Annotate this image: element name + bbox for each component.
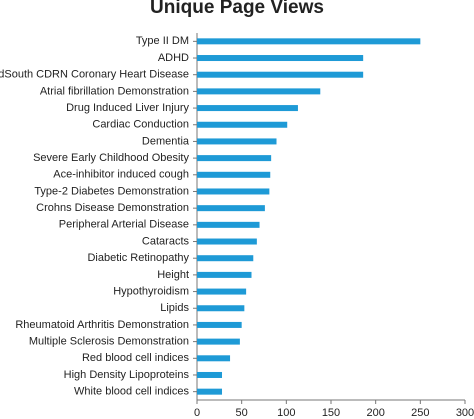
y-tick-label: MidSouth CDRN Coronary Heart Disease <box>0 69 189 81</box>
y-tick-label: Height <box>157 269 189 281</box>
y-tick-label: Drug Induced Liver Injury <box>66 102 189 114</box>
bar <box>197 288 247 295</box>
bar <box>197 105 298 112</box>
bar <box>197 71 364 78</box>
bar <box>197 171 271 178</box>
x-tick-label: 300 <box>456 407 474 419</box>
x-tick-label: 250 <box>411 407 429 419</box>
bar <box>197 88 321 95</box>
bar <box>197 188 270 195</box>
y-tick-label: Hypothyroidism <box>113 285 189 297</box>
y-tick-label: Peripheral Arterial Disease <box>59 219 189 231</box>
bar <box>197 121 288 128</box>
y-tick-label: Ace-inhibitor induced cough <box>53 169 189 181</box>
y-tick-label: Type II DM <box>136 35 189 47</box>
bar <box>197 255 254 262</box>
y-tick-label: Multiple Sclerosis Demonstration <box>29 336 189 348</box>
y-tick-label: Type-2 Diabetes Demonstration <box>34 185 189 197</box>
y-tick-label: White blood cell indices <box>74 386 189 398</box>
y-tick-label: Rheumatoid Arthritis Demonstration <box>15 319 189 331</box>
y-tick-label: High Density Lipoproteins <box>64 369 190 381</box>
x-tick-label: 100 <box>277 407 295 419</box>
bar <box>197 355 231 362</box>
bar <box>197 321 242 328</box>
bar <box>197 55 364 62</box>
bar <box>197 38 421 45</box>
bar <box>197 305 245 312</box>
x-tick-label: 200 <box>366 407 384 419</box>
y-tick-label: Cataracts <box>142 235 190 247</box>
bar <box>197 221 260 228</box>
y-tick-label: ADHD <box>158 52 189 64</box>
y-tick-label: Red blood cell indices <box>82 352 190 364</box>
bar <box>197 138 277 145</box>
chart-title: Unique Page Views <box>150 0 324 18</box>
bar <box>197 155 272 162</box>
bar <box>197 205 265 212</box>
x-tick-label: 0 <box>194 407 200 419</box>
bar <box>197 338 240 345</box>
bar <box>197 271 252 278</box>
x-tick-label: 50 <box>236 407 248 419</box>
y-tick-label: Diabetic Retinopathy <box>87 252 189 264</box>
y-tick-label: Severe Early Childhood Obesity <box>33 152 189 164</box>
bar <box>197 371 223 378</box>
y-tick-label: Atrial fibrillation Demonstration <box>40 85 189 97</box>
y-tick-label: Dementia <box>142 135 190 147</box>
y-tick-label: Lipids <box>160 302 189 314</box>
y-tick-label: Cardiac Conduction <box>92 119 189 131</box>
bar <box>197 238 257 245</box>
x-tick-label: 150 <box>322 407 340 419</box>
y-tick-label: Crohns Disease Demonstration <box>36 202 189 214</box>
bar <box>197 388 223 395</box>
